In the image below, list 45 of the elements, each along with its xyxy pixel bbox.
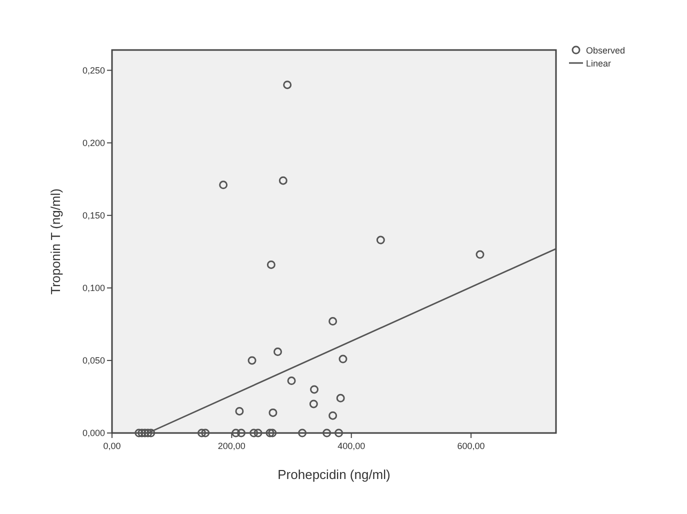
point [237,428,246,438]
y-tick-label: 0,200 [82,138,105,148]
y-tick-label: 0,000 [82,428,105,438]
y-tick-label: 0,100 [82,282,105,293]
point [376,236,385,244]
point [476,250,484,259]
point [268,428,277,438]
point [268,408,278,417]
x-tick-label: 200,00 [218,441,246,451]
point [287,376,296,386]
x-tick-label: 0,00 [103,441,121,451]
y-tick-label: 0,150 [82,210,105,220]
point [278,176,288,185]
point [232,428,240,438]
point [274,348,282,356]
point [283,80,292,90]
point [146,428,156,438]
y-tick-label: 0,050 [82,355,105,366]
x-tick-label: 400,00 [338,441,366,451]
point [298,428,307,438]
point [328,411,338,420]
point [336,394,345,402]
point [266,260,276,269]
y-axis-title: Troponin T (ng/ml) [48,188,63,294]
point [250,428,258,438]
point [309,400,318,408]
point [266,428,274,438]
point [338,354,348,364]
point [235,406,244,416]
point [138,428,146,438]
point [334,428,344,438]
x-axis-title: Prohepcidin (ng/ml) [278,467,390,482]
point [198,428,206,438]
point [248,356,256,365]
point [219,180,228,190]
point [134,428,144,438]
point [201,428,210,438]
x-tick-label: 600,00 [457,441,485,451]
y-tick-label: 0,250 [82,65,105,76]
legend-label: Observed [586,46,626,56]
legend-label: Linear [586,58,612,68]
point [310,385,319,394]
point [322,428,332,438]
point [328,317,338,326]
point [254,428,262,438]
